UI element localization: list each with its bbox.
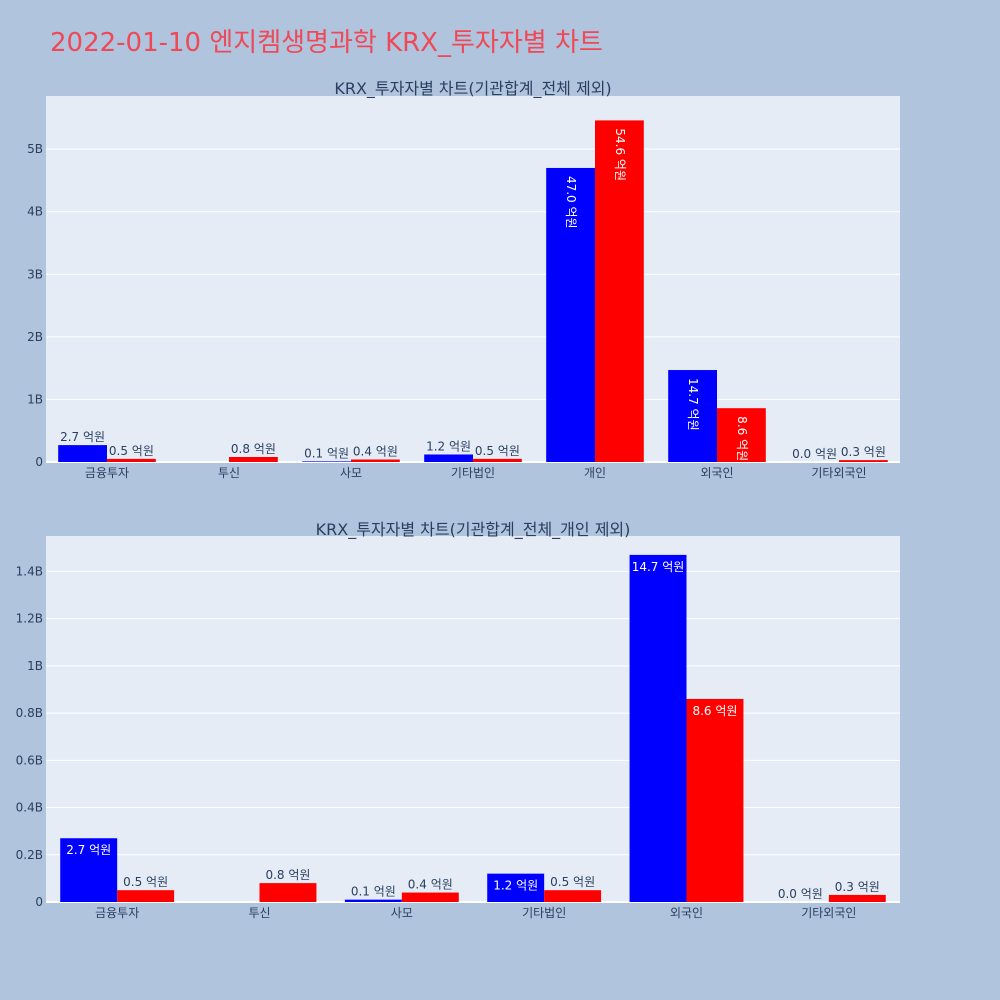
x-tick-label: 사모 <box>340 466 362 480</box>
data-label: 0.1 억원 <box>351 885 396 899</box>
sell-bar <box>107 458 156 462</box>
chart-title: KRX_투자자별 차트(기관합계_전체_개인 제외) <box>316 520 631 540</box>
x-tick-label: 금융투자 <box>95 906 139 920</box>
data-label: 0.3 억원 <box>835 880 880 894</box>
x-tick-label: 개인 <box>584 466 606 480</box>
sell-bar <box>595 120 644 463</box>
sell-bar <box>828 894 886 902</box>
sell-bar <box>401 892 459 902</box>
chart-2: KRX_투자자별 차트(기관합계_전체_개인 제외) 0 0.2B 0.4B 0.6B 0… <box>16 520 900 920</box>
data-label: 0.3 억원 <box>841 445 886 459</box>
x-tick-label: 투신 <box>218 466 240 480</box>
sell-bar <box>544 890 602 902</box>
sell-bar <box>117 890 175 902</box>
y-tick-label: 3B <box>27 267 43 281</box>
data-label: 8.6 억원 <box>735 416 749 461</box>
y-tick-label: 1B <box>27 659 43 673</box>
x-tick-label: 외국인 <box>700 466 733 480</box>
data-label: 8.6 억원 <box>692 704 737 718</box>
y-tick-label: 0 <box>35 895 43 909</box>
sell-bar <box>259 883 317 902</box>
x-tick-label: 기타법인 <box>522 906 566 920</box>
chart-title: KRX_투자자별 차트(기관합계_전체 제외) <box>334 79 611 99</box>
y-tick-label: 4B <box>27 205 43 219</box>
data-label: 1.2 억원 <box>493 879 538 893</box>
x-tick-label: 투신 <box>248 906 270 920</box>
data-label: 0.4 억원 <box>408 878 453 892</box>
data-label: 0.5 억원 <box>475 444 520 458</box>
buy-bar <box>424 454 473 462</box>
data-label: 0.5 억원 <box>123 875 168 889</box>
y-tick-label: 0.2B <box>16 848 43 862</box>
sell-bar <box>717 408 766 462</box>
plot-area <box>46 96 900 462</box>
sell-bar <box>839 460 888 462</box>
data-label: 14.7 억원 <box>686 378 700 431</box>
y-tick-label: 1.2B <box>16 612 43 626</box>
y-tick-label: 5B <box>27 142 43 156</box>
buy-bar <box>344 899 402 902</box>
data-label: 0.0 억원 <box>792 447 837 461</box>
data-label: 0.4 억원 <box>353 444 398 458</box>
data-label: 0.0 억원 <box>778 887 823 901</box>
x-tick-label: 기타외국인 <box>801 906 856 920</box>
buy-bar <box>58 445 107 462</box>
y-tick-label: 0.4B <box>16 801 43 815</box>
sell-bar <box>686 698 744 902</box>
y-tick-label: 2B <box>27 330 43 344</box>
x-tick-label: 외국인 <box>670 906 703 920</box>
data-label: 0.8 억원 <box>231 442 276 456</box>
data-label: 0.1 억원 <box>304 446 349 460</box>
y-tick-label: 1.4B <box>16 564 43 578</box>
data-label: 47.0 억원 <box>564 176 578 229</box>
data-label: 0.8 억원 <box>265 868 310 882</box>
data-label: 0.5 억원 <box>109 444 154 458</box>
data-label: 54.6 억원 <box>613 128 627 181</box>
x-tick-label: 기타외국인 <box>811 466 866 480</box>
buy-bar <box>302 461 351 462</box>
buy-bar <box>546 167 595 462</box>
data-label: 1.2 억원 <box>426 439 471 453</box>
y-tick-label: 1B <box>27 392 43 406</box>
buy-bar <box>60 838 118 902</box>
y-tick-label: 0.8B <box>16 706 43 720</box>
x-tick-label: 기타법인 <box>451 466 495 480</box>
sell-bar <box>473 458 522 462</box>
data-label: 2.7 억원 <box>60 430 105 444</box>
buy-bar <box>487 873 545 902</box>
buy-bar <box>668 370 717 462</box>
plot-area <box>46 536 900 902</box>
x-tick-label: 금융투자 <box>85 466 129 480</box>
buy-bar <box>629 554 687 902</box>
data-label: 2.7 억원 <box>66 843 111 857</box>
x-tick-label: 사모 <box>391 906 413 920</box>
chart-1: KRX_투자자별 차트(기관합계_전체 제외) 0 1B 2B 3B 4B 5B 금융투자 2.… <box>27 79 900 480</box>
y-tick-label: 0.6B <box>16 753 43 767</box>
sell-bar <box>229 456 278 462</box>
sell-bar <box>351 459 400 462</box>
data-label: 14.7 억원 <box>632 560 685 574</box>
data-label: 0.5 억원 <box>550 875 595 889</box>
y-tick-label: 0 <box>35 455 43 469</box>
main-title: 2022-01-10 엔지켐생명과학 KRX_투자자별 차트 <box>50 28 603 58</box>
